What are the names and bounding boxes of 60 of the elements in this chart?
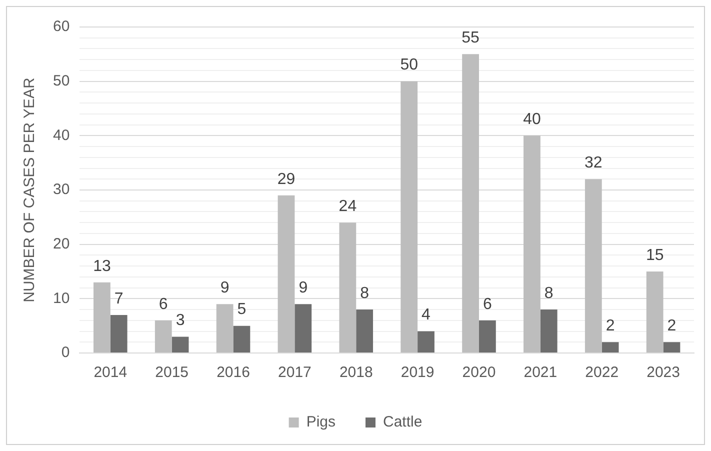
- x-tick-label: 2022: [585, 364, 619, 382]
- x-tick-label: 2017: [278, 364, 312, 382]
- bar: [646, 272, 664, 352]
- data-label: 2: [606, 318, 615, 335]
- data-label: 6: [158, 296, 168, 313]
- bar: [339, 222, 356, 352]
- data-label: 32: [584, 154, 602, 172]
- data-label: 7: [114, 290, 124, 308]
- x-tick-label: 2014: [94, 364, 128, 382]
- bar: [524, 136, 540, 352]
- y-tick-label: 30: [52, 181, 70, 198]
- bar: [462, 54, 479, 352]
- x-tick-label: 2021: [524, 364, 558, 382]
- bar: [154, 320, 172, 352]
- bar: [94, 282, 110, 352]
- legend-label: Cattle: [383, 414, 422, 431]
- bar: [478, 320, 496, 352]
- y-tick-label: 20: [52, 235, 70, 252]
- x-tick-label: 2023: [646, 364, 680, 382]
- bar: [233, 326, 250, 352]
- data-label: 3: [176, 312, 185, 330]
- bar: [110, 314, 128, 352]
- data-label: 55: [462, 30, 480, 47]
- data-label: 2: [667, 318, 676, 335]
- x-tick-label: 2019: [400, 364, 434, 382]
- legend-label: Pigs: [306, 414, 336, 431]
- x-tick-label: 2016: [216, 364, 250, 382]
- y-axis-title: NUMBER OF CASES PER YEAR: [21, 77, 38, 302]
- bar: [540, 310, 558, 352]
- bar: [278, 195, 295, 352]
- data-label: 13: [93, 258, 111, 275]
- bar: [663, 342, 680, 352]
- data-label: 24: [338, 198, 357, 216]
- data-label: 4: [422, 306, 431, 324]
- bar: [418, 331, 434, 352]
- x-tick-label: 2020: [462, 364, 496, 382]
- data-label: 8: [544, 284, 554, 302]
- y-tick-label: 50: [52, 72, 70, 90]
- data-label: 5: [237, 301, 246, 318]
- bar: [400, 81, 418, 352]
- bar: [584, 179, 602, 352]
- data-label: 9: [298, 280, 308, 297]
- data-label: 8: [360, 284, 370, 302]
- bar: [602, 342, 619, 352]
- data-label: 29: [277, 170, 296, 188]
- bar: [356, 310, 374, 352]
- bar: [216, 304, 234, 352]
- data-label: 6: [482, 296, 492, 313]
- bar: [294, 304, 312, 352]
- y-tick-label: 60: [52, 18, 70, 36]
- x-tick-label: 2015: [155, 364, 189, 382]
- y-tick-label: 0: [61, 344, 70, 362]
- data-label: 50: [400, 56, 418, 74]
- y-tick-label: 40: [52, 126, 70, 144]
- data-label: 40: [523, 111, 541, 128]
- data-label: 9: [220, 280, 230, 297]
- bar: [172, 336, 189, 352]
- data-label: 15: [646, 246, 664, 264]
- y-tick-label: 10: [52, 290, 70, 307]
- x-tick-label: 2018: [339, 364, 373, 382]
